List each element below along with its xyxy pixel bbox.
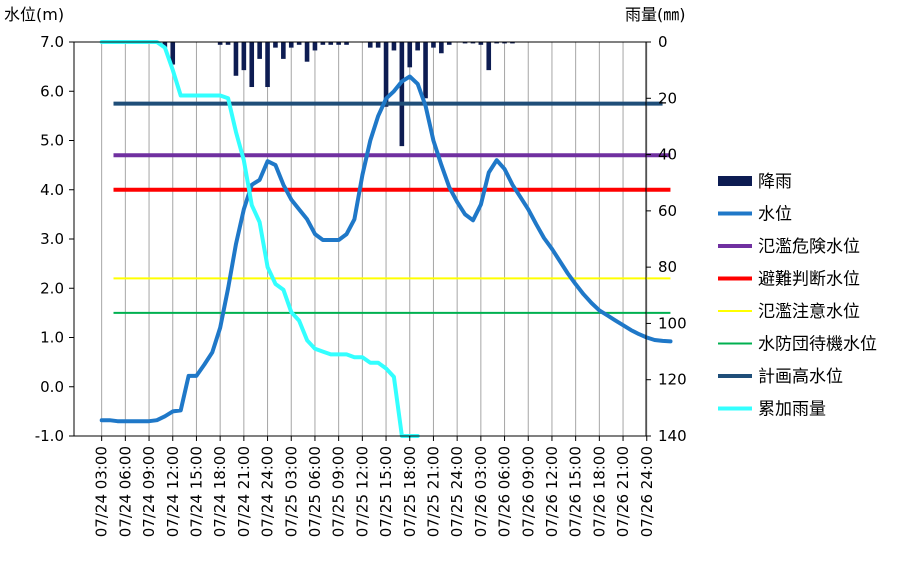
threshold-lines — [113, 101, 671, 314]
right-tick-label: 120 — [658, 371, 687, 389]
x-tick-label: 07/26 09:00 — [519, 446, 537, 537]
series-line — [99, 74, 673, 424]
legend-label: 累加雨量 — [758, 400, 826, 420]
rain-bar — [344, 42, 349, 45]
x-tick-label: 07/25 24:00 — [448, 446, 466, 537]
rain-bar — [478, 42, 484, 45]
rain-bar — [320, 42, 326, 45]
x-tick-label: 07/24 15:00 — [187, 446, 205, 537]
x-tick-label: 07/25 06:00 — [306, 446, 324, 537]
rain-bar — [462, 42, 468, 44]
rain-bar — [431, 42, 436, 48]
x-tick-label: 07/26 18:00 — [590, 446, 608, 537]
rain-bar — [265, 42, 270, 88]
legend-label: 避難判断水位 — [758, 270, 860, 290]
left-axis-label: 水位(m) — [4, 5, 64, 24]
rain-bar — [170, 42, 176, 65]
rain-bar — [328, 42, 334, 45]
x-tick-label: 07/26 21:00 — [614, 446, 632, 537]
rain-bar — [423, 42, 428, 99]
right-tick-label: 0 — [658, 33, 668, 51]
x-tick-label: 07/24 09:00 — [140, 446, 158, 537]
x-tick-label: 07/26 03:00 — [472, 446, 490, 537]
x-tick-label: 07/24 21:00 — [235, 446, 253, 537]
rain-bar — [510, 42, 515, 44]
rain-bar — [312, 42, 318, 51]
left-tick-label: -1.0 — [35, 427, 64, 445]
rain-bar — [502, 42, 507, 44]
x-tick-label: 07/25 12:00 — [353, 446, 371, 537]
x-tick-label: 07/26 06:00 — [496, 446, 514, 537]
rain-bar — [249, 42, 255, 88]
legend-label: 水位 — [758, 205, 792, 225]
rain-bar — [375, 42, 381, 48]
legend-label: 水防団待機水位 — [758, 335, 877, 355]
left-tick-label: 6.0 — [40, 82, 64, 100]
rain-bars — [162, 42, 515, 147]
right-tick-label: 40 — [658, 146, 677, 164]
rain-bar — [399, 42, 405, 147]
rain-bar — [225, 42, 231, 45]
legend-label: 計画高水位 — [758, 367, 843, 387]
rain-bar — [391, 42, 397, 51]
x-tick-label: 07/24 06:00 — [116, 446, 134, 537]
rain-bar — [470, 42, 476, 44]
left-tick-label: 7.0 — [40, 33, 64, 51]
left-y-ticks: 7.0 6.0 5.0 4.0 3.0 2.0 1.0 0.0 -1.0 — [35, 33, 74, 445]
x-ticks: 07/24 03:00 07/24 06:00 07/24 09:00 07/24 1… — [93, 436, 656, 537]
rain-bar — [383, 42, 389, 107]
left-tick-label: 0.0 — [40, 378, 64, 396]
x-tick-label: 07/24 24:00 — [259, 446, 277, 537]
legend-label: 降雨 — [758, 172, 792, 192]
rain-bar — [217, 42, 223, 45]
rain-bar — [241, 42, 247, 71]
rain-bar — [494, 42, 499, 44]
legend-swatch — [718, 176, 752, 186]
rain-bar — [439, 42, 444, 54]
legend-label: 氾濫注意水位 — [758, 302, 860, 322]
rain-bar — [162, 42, 168, 48]
plot-frame — [73, 41, 647, 437]
right-tick-label: 100 — [658, 314, 687, 332]
x-tick-label: 07/25 09:00 — [330, 446, 348, 537]
right-tick-label: 140 — [658, 427, 687, 445]
rain-bar — [336, 42, 341, 45]
left-tick-label: 5.0 — [40, 132, 64, 150]
rain-bar — [415, 42, 420, 51]
x-tick-label: 07/26 24:00 — [638, 446, 656, 537]
legend-label: 氾濫危険水位 — [758, 237, 860, 257]
right-y-ticks: 0 20 40 60 80 100 120 140 — [646, 33, 687, 445]
rain-bar — [296, 42, 302, 45]
rain-bar — [407, 42, 413, 68]
x-tick-label: 07/26 12:00 — [543, 446, 561, 537]
rain-bar — [367, 42, 373, 48]
rain-bar — [257, 42, 262, 59]
rain-bar — [233, 42, 239, 76]
right-tick-label: 80 — [658, 258, 677, 276]
x-tick-label: 07/24 18:00 — [211, 446, 229, 537]
x-tick-label: 07/24 03:00 — [93, 446, 111, 537]
right-axis-label: 雨量(㎜) — [625, 5, 686, 24]
x-tick-label: 07/24 12:00 — [164, 446, 182, 537]
rain-bar — [281, 42, 286, 59]
grid — [101, 42, 648, 436]
left-tick-label: 1.0 — [40, 329, 64, 347]
x-tick-label: 07/25 18:00 — [401, 446, 419, 537]
rain-bar — [446, 42, 452, 45]
right-tick-label: 60 — [658, 202, 677, 220]
x-tick-label: 07/25 03:00 — [282, 446, 300, 537]
x-tick-label: 07/25 15:00 — [377, 446, 395, 537]
x-tick-label: 07/26 15:00 — [567, 446, 585, 537]
left-tick-label: 3.0 — [40, 230, 64, 248]
left-tick-label: 4.0 — [40, 181, 64, 199]
rain-bar — [486, 42, 492, 71]
x-tick-label: 07/25 21:00 — [424, 446, 442, 537]
rain-bar — [288, 42, 294, 48]
left-tick-label: 2.0 — [40, 279, 64, 297]
rain-bar — [273, 42, 278, 48]
right-tick-label: 20 — [658, 89, 677, 107]
rain-bar — [304, 42, 310, 62]
